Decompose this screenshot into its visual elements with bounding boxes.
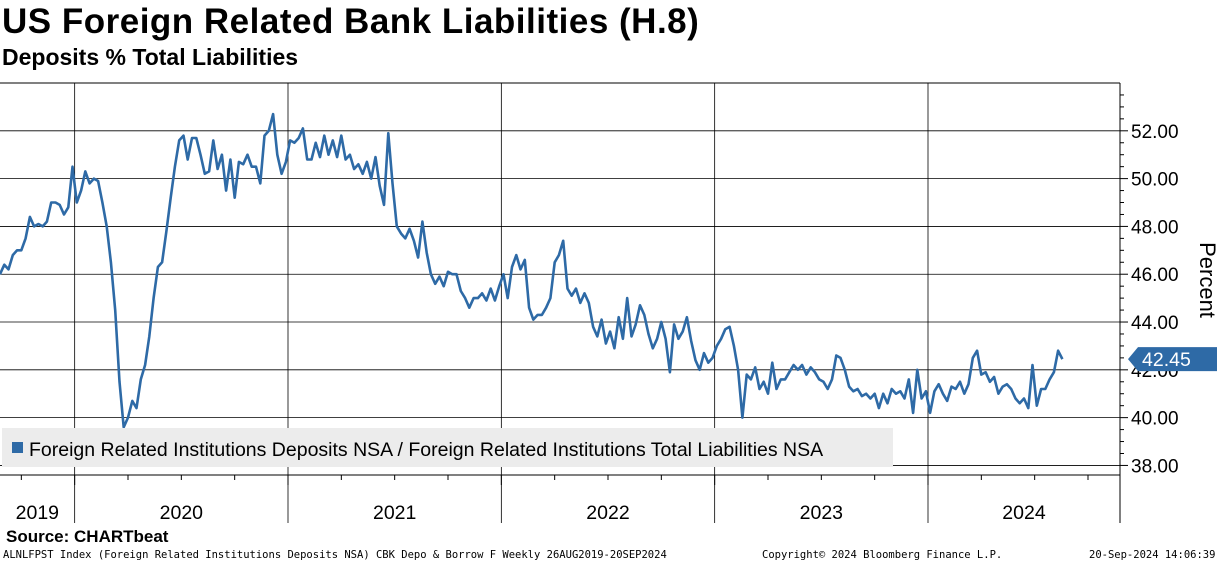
legend-swatch: [12, 442, 23, 453]
chart-subtitle: Deposits % Total Liabilities: [2, 44, 299, 70]
y-tick-label: 44.00: [1131, 313, 1179, 334]
last-value-label: 42.45: [1142, 349, 1191, 371]
y-tick-label: 50.00: [1131, 170, 1179, 191]
y-axis-label: Percent: [1195, 242, 1220, 318]
y-tick-label: 40.00: [1131, 409, 1179, 430]
x-tick-label: 2023: [800, 502, 843, 524]
gridlines: [0, 82, 1121, 523]
x-axis: 2019 2020 2021 2022 2023 2024: [16, 475, 1089, 524]
chart-title: US Foreign Related Bank Liabilities (H.8…: [2, 2, 700, 41]
legend: Foreign Related Institutions Deposits NS…: [2, 428, 893, 467]
last-value-badge: 42.45: [1128, 347, 1217, 372]
plot-area: [0, 112, 1064, 429]
legend-background: [2, 428, 893, 467]
y-tick-label: 48.00: [1131, 217, 1179, 238]
legend-label: Foreign Related Institutions Deposits NS…: [29, 439, 823, 461]
series-line: [0, 112, 1064, 429]
y-tick-label: 46.00: [1131, 265, 1179, 286]
y-tick-label: 52.00: [1131, 122, 1179, 143]
x-tick-label: 2022: [586, 502, 629, 524]
last-value-badge-shape: [1128, 347, 1217, 372]
source-note: Source: CHARTbeat: [6, 527, 169, 546]
x-tick-label: 2021: [373, 502, 416, 524]
x-tick-label: 2020: [160, 502, 204, 524]
x-tick-label: 2024: [1002, 502, 1046, 524]
footer-copyright: Copyright© 2024 Bloomberg Finance L.P.: [762, 549, 1003, 561]
x-tick-label: 2019: [16, 502, 59, 524]
footer-index-info: ALNLFPST Index (Foreign Related Institut…: [3, 549, 667, 561]
y-tick-label: 38.00: [1131, 456, 1179, 477]
footer-timestamp: 20-Sep-2024 14:06:39: [1089, 549, 1216, 561]
